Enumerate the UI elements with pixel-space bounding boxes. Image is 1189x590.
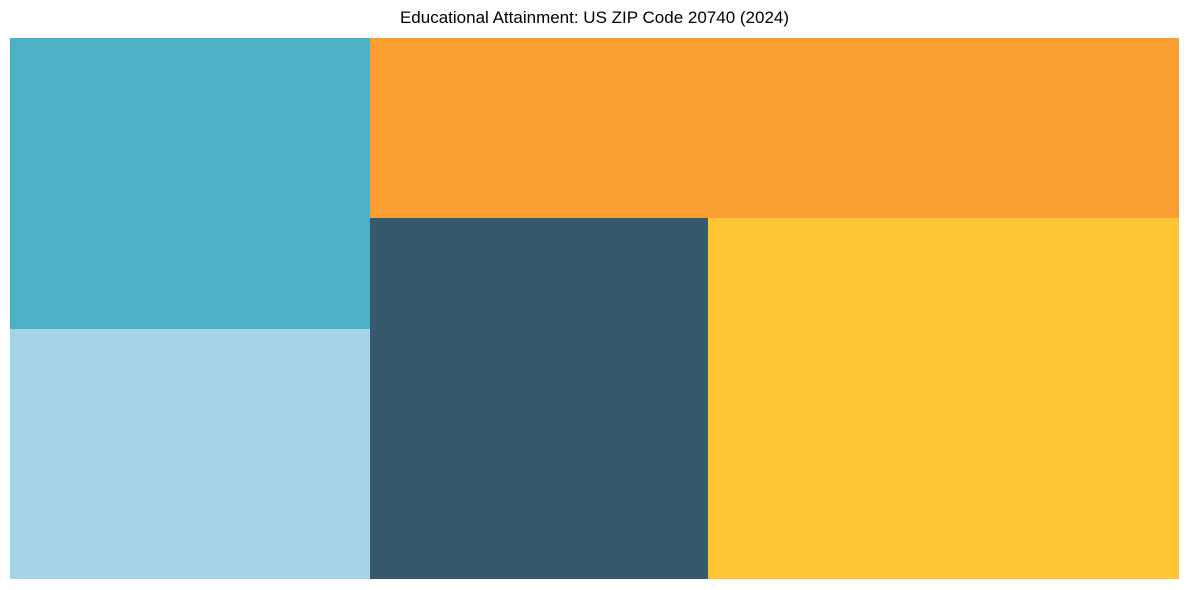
- chart-title: Educational Attainment: US ZIP Code 2074…: [399, 8, 790, 27]
- treemap: [10, 38, 1179, 579]
- treemap-cell-yellow[interactable]: [707, 218, 1179, 579]
- treemap-cell-dark-slate[interactable]: [370, 218, 708, 579]
- treemap-cell-teal[interactable]: [10, 38, 371, 330]
- treemap-cell-orange[interactable]: [370, 38, 1179, 219]
- treemap-cell-light-blue[interactable]: [10, 329, 371, 579]
